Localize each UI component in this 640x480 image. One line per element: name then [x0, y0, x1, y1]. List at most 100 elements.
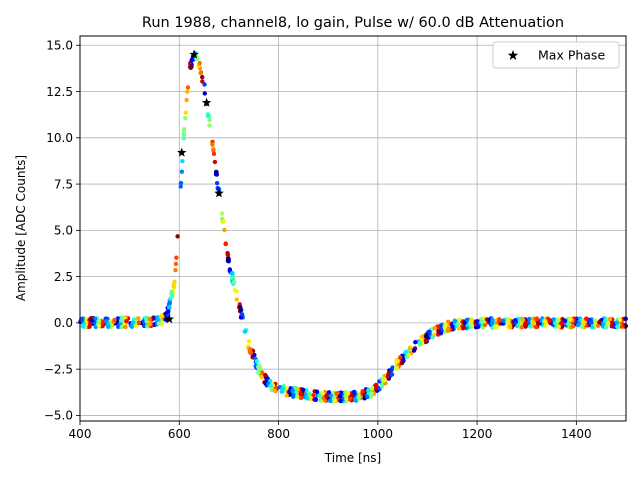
sample-point — [615, 324, 620, 329]
sample-point — [523, 321, 528, 326]
sample-point — [446, 326, 451, 332]
sample-point — [173, 261, 179, 267]
sample-point — [298, 391, 303, 397]
sample-point — [247, 349, 253, 355]
sample-point — [314, 389, 320, 394]
sample-point — [531, 321, 536, 326]
sample-point — [607, 316, 613, 322]
sample-point — [179, 169, 185, 174]
sample-point — [493, 324, 498, 329]
sample-point — [614, 320, 620, 325]
sample-point — [506, 320, 511, 325]
sample-point — [602, 318, 608, 324]
sample-point — [301, 387, 306, 393]
sample-point — [570, 324, 576, 329]
sample-point — [320, 390, 326, 396]
sample-point — [592, 318, 598, 323]
sample-point — [166, 304, 172, 309]
legend-box — [492, 41, 620, 69]
sample-point — [369, 391, 374, 396]
sample-point — [171, 283, 176, 289]
sample-point — [353, 397, 358, 402]
sample-point — [464, 317, 470, 323]
x-tick-label: 400 — [69, 427, 92, 441]
sample-point — [130, 320, 136, 325]
sample-point — [519, 325, 525, 330]
max-phase-star — [214, 188, 224, 198]
sample-point — [178, 180, 184, 186]
max-phase-star — [201, 97, 212, 107]
sample-point — [268, 383, 273, 388]
max-phase-markers — [164, 49, 224, 324]
sample-point — [259, 374, 265, 380]
x-tick-label: 600 — [168, 427, 191, 441]
sample-point — [141, 323, 147, 329]
sample-point — [87, 324, 92, 329]
sample-point — [222, 227, 227, 233]
sample-point — [124, 318, 129, 324]
sample-point — [100, 323, 105, 329]
sample-point — [443, 322, 448, 327]
sample-point — [263, 372, 268, 378]
sample-point — [123, 324, 128, 330]
sample-point — [290, 388, 295, 393]
sample-point — [100, 320, 105, 325]
sample-point — [543, 319, 548, 324]
sample-point — [317, 393, 322, 398]
sample-point — [229, 271, 235, 276]
sample-point — [469, 317, 475, 323]
sample-point — [423, 334, 429, 339]
sample-point — [423, 338, 429, 343]
sample-point — [513, 317, 518, 323]
y-tick-label: 7.5 — [54, 177, 73, 191]
sample-point — [210, 142, 215, 147]
x-axis-ticks: 400 600 800 1000 1200 1400 — [69, 421, 592, 441]
sample-point — [239, 312, 245, 317]
sample-point — [364, 394, 370, 399]
sample-point — [489, 321, 495, 326]
sample-point — [328, 393, 334, 398]
sample-point — [334, 391, 339, 396]
sample-point — [589, 320, 594, 326]
sample-point — [155, 318, 160, 323]
sample-point — [395, 358, 400, 364]
sample-point — [294, 394, 300, 399]
sample-point — [234, 297, 239, 302]
sample-point — [133, 324, 138, 329]
sample-point — [307, 391, 312, 396]
sample-point — [183, 115, 188, 121]
sample-point — [562, 318, 568, 324]
sample-point — [223, 241, 228, 246]
sample-point — [534, 316, 539, 322]
sample-point — [527, 324, 533, 329]
sample-point — [445, 319, 451, 325]
sample-point — [576, 321, 582, 327]
sample-point — [426, 329, 431, 335]
sample-point — [389, 368, 394, 373]
y-axis-label: Amplitude [ADC Counts] — [14, 155, 28, 301]
y-tick-label: 12.5 — [46, 85, 73, 99]
sample-point — [104, 319, 109, 324]
sample-point — [80, 318, 85, 323]
sample-points — [78, 51, 629, 404]
sample-point — [399, 360, 405, 366]
sample-point — [116, 324, 121, 330]
sample-point — [257, 366, 262, 372]
sample-point — [136, 316, 141, 321]
x-tick-label: 1200 — [462, 427, 493, 441]
sample-point — [143, 316, 149, 321]
sample-point — [242, 329, 248, 334]
sample-point — [617, 317, 622, 323]
sample-point — [356, 394, 362, 400]
sample-point — [181, 132, 187, 137]
y-tick-label: 10.0 — [46, 131, 73, 145]
sample-point — [230, 275, 235, 280]
sample-point — [338, 398, 343, 404]
sample-point — [214, 181, 220, 186]
y-tick-label: 0.0 — [54, 316, 73, 330]
sample-point — [259, 370, 265, 375]
x-tick-label: 1400 — [561, 427, 592, 441]
sample-point — [327, 398, 333, 403]
y-tick-label: 2.5 — [54, 270, 73, 284]
